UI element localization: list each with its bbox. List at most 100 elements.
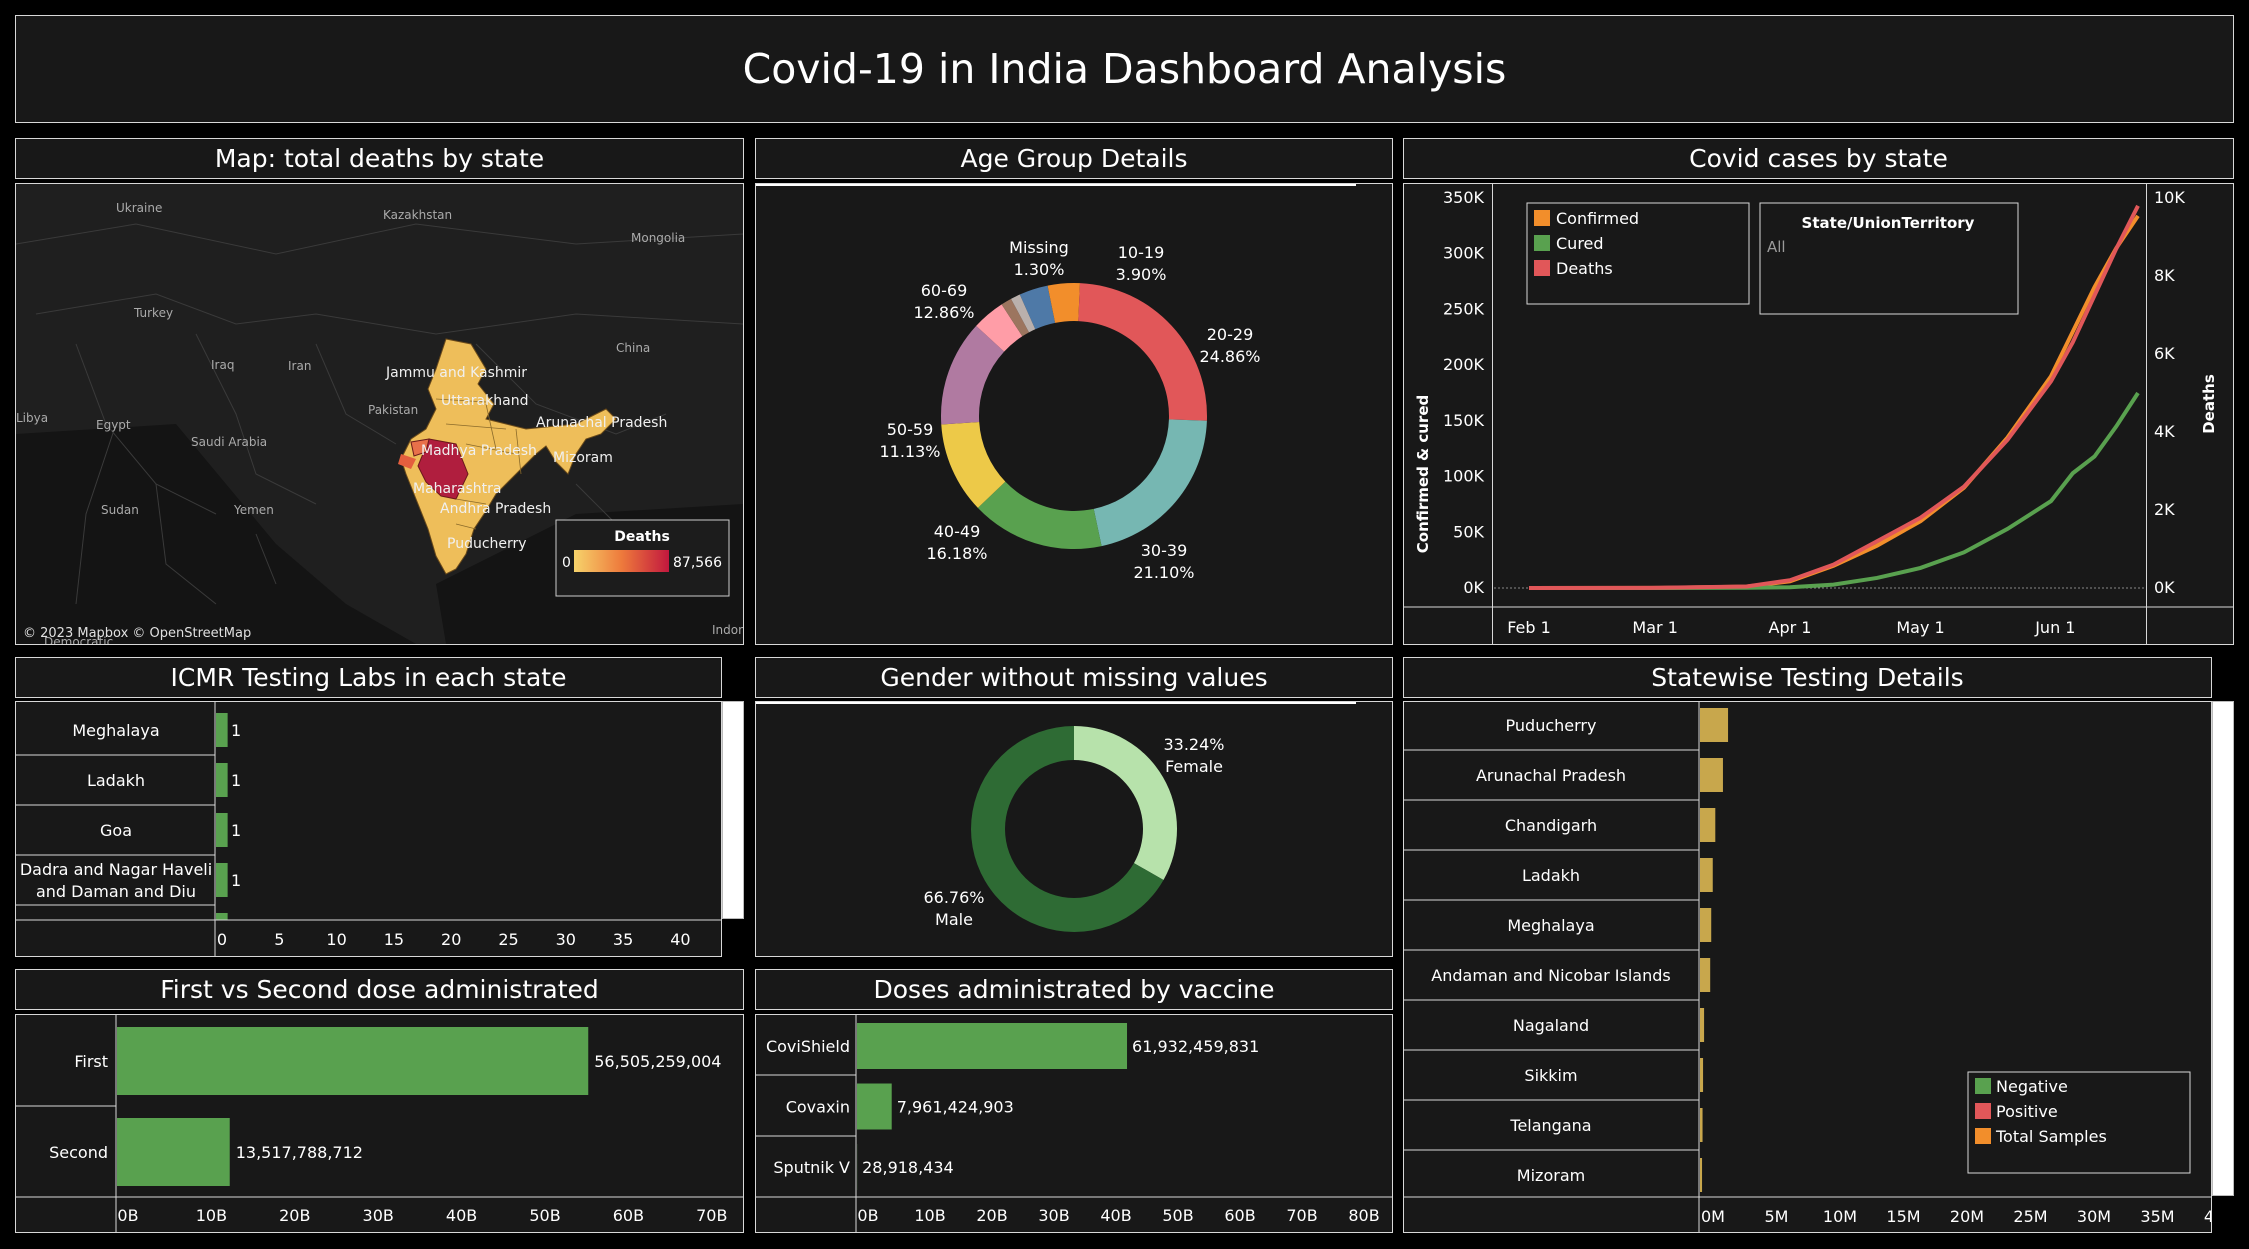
labs-title: ICMR Testing Labs in each state	[170, 663, 567, 692]
cases-y2-tick: 4K	[2154, 422, 2175, 441]
cases-line-chart[interactable]: 0K 50K 100K 150K 200K 250K 300K 350K 0K 2K 4K 6K 8K…	[1404, 184, 2233, 644]
map-title-box	[15, 138, 744, 179]
age-slice-30-39[interactable]	[1093, 419, 1207, 547]
age-title: Age Group Details	[960, 144, 1188, 173]
bar[interactable]	[1700, 1058, 1704, 1092]
cases-title: Covid cases by state	[1689, 144, 1948, 173]
x-tick: 20M	[1950, 1207, 1984, 1226]
deaths-color-ramp	[574, 550, 669, 572]
age-slice-Missing[interactable]	[1001, 298, 1029, 337]
x-tick: 30B	[1038, 1206, 1069, 1225]
legend-total-samples: Total Samples	[1995, 1127, 2107, 1146]
bar-value-label: 1	[231, 721, 241, 740]
map-panel[interactable]: Ukraine Kazakhstan Mongolia Turkey Iraq …	[15, 183, 744, 645]
gender-title: Gender without missing values	[880, 663, 1268, 692]
age-slice-60-69[interactable]	[941, 325, 1005, 425]
labs-bar-chart[interactable]: Meghalaya 1 Ladakh 1 Goa 1 Dadra and Nagar Hav…	[16, 702, 721, 956]
row-label: Puducherry	[1506, 716, 1597, 735]
age-label-pct: 12.86%	[913, 303, 974, 322]
x-tick: 40M	[2204, 1207, 2211, 1226]
country-label: Ukraine	[116, 201, 162, 215]
bar[interactable]	[117, 1027, 589, 1095]
x-tick: 30B	[363, 1206, 394, 1225]
labs-x-ticks: 0 5 10 15 20 25 30 35 40	[217, 930, 691, 949]
bar[interactable]	[216, 813, 228, 847]
age-panel: Missing 1.30% 10-19 3.90% 20-29 24.86% 3…	[755, 183, 1393, 645]
vaccine-title: Doses administrated by vaccine	[873, 975, 1275, 1004]
country-label: China	[616, 341, 650, 355]
testing-bar-chart[interactable]: Puducherry Arunachal Pradesh Chandigarh Lad…	[1404, 702, 2238, 1232]
gender-donut-chart[interactable]: 33.24% Female 66.76% Male	[756, 702, 1392, 956]
bar[interactable]	[1700, 908, 1712, 942]
bar-value-label: 1	[231, 871, 241, 890]
state-label: Puducherry	[447, 536, 527, 552]
age-slice->=80[interactable]	[1010, 294, 1036, 333]
cases-y-tick: 0K	[1463, 578, 1484, 597]
series-line-confirmed[interactable]	[1528, 214, 2140, 590]
bar[interactable]	[216, 713, 228, 747]
country-label: Iran	[288, 359, 311, 373]
bar[interactable]	[1700, 758, 1723, 792]
bar[interactable]	[1700, 708, 1729, 742]
female-label: Female	[1165, 757, 1223, 776]
map-legend-title: Deaths	[614, 529, 670, 545]
cases-legend[interactable]: Confirmed Cured Deaths	[1526, 202, 1750, 305]
bar[interactable]	[857, 1023, 1128, 1069]
labs-scrollbar[interactable]	[722, 701, 744, 919]
cases-x-tick: Feb 1	[1507, 618, 1551, 637]
testing-scrollbar[interactable]	[2212, 701, 2234, 1196]
bar[interactable]	[1700, 858, 1713, 892]
cases-plot-right-border	[2146, 184, 2147, 644]
testing-panel: Puducherry Arunachal Pradesh Chandigarh Lad…	[1403, 701, 2238, 1233]
bar[interactable]	[857, 1083, 892, 1130]
labs-panel: Meghalaya 1 Ladakh 1 Goa 1 Dadra and Nagar Hav…	[15, 701, 722, 957]
gender-slice-female[interactable]	[1074, 726, 1177, 880]
map-canvas[interactable]: Ukraine Kazakhstan Mongolia Turkey Iraq …	[16, 184, 743, 644]
bar[interactable]	[117, 1118, 230, 1186]
testing-legend[interactable]: Negative Positive Total Samples	[1967, 1071, 2191, 1174]
vaccine-x-ticks: 0B 10B 20B 30B 40B 50B 60B 70B 80B	[857, 1206, 1379, 1225]
bar[interactable]	[1700, 808, 1716, 842]
age-slice-50-59[interactable]	[941, 422, 1006, 508]
state-filter[interactable]: State/UnionTerritory All	[1759, 202, 2019, 315]
cases-y-ticks: 0K 50K 100K 150K 200K 250K 300K 350K	[1443, 188, 2144, 597]
country-label: Democratic	[44, 635, 113, 644]
bar-value-label: 7,961,424,903	[897, 1098, 1014, 1117]
legend-swatch-deaths	[1534, 260, 1550, 276]
age-slice-70-79[interactable]	[976, 304, 1023, 352]
map-attribution[interactable]: © 2023 Mapbox © OpenStreetMap	[23, 626, 251, 641]
cases-x-ticks: Feb 1 Mar 1 Apr 1 May 1 Jun 1	[1507, 618, 2075, 637]
age-slice-20-29[interactable]	[1078, 283, 1207, 421]
row-label: and Daman and Diu	[36, 882, 196, 901]
age-slice-10-19[interactable]	[1047, 283, 1080, 323]
x-tick: 0M	[1701, 1207, 1725, 1226]
age-label-name: 50-59	[887, 420, 934, 439]
bar[interactable]	[1700, 958, 1711, 992]
country-label: Pakistan	[368, 403, 418, 417]
testing-title-box	[1403, 657, 2212, 698]
cases-y-tick: 200K	[1443, 355, 1485, 374]
series-line-deaths[interactable]	[1528, 204, 2140, 590]
country-label: Libya	[16, 411, 48, 425]
x-tick: 0B	[857, 1206, 878, 1225]
vaccine-bar-chart[interactable]: CoviShield 61,932,459,831 Covaxin 7,961,424…	[756, 1015, 1392, 1232]
bar[interactable]	[216, 863, 228, 897]
state-filter-value[interactable]: All	[1767, 238, 1786, 256]
state-labels: Jammu and Kashmir Uttarakhand Arunachal …	[385, 365, 667, 552]
bar[interactable]	[216, 763, 228, 797]
bar[interactable]	[1700, 1008, 1705, 1042]
country-label: Iraq	[211, 358, 234, 372]
country-label: Yemen	[233, 503, 274, 517]
cases-y2-tick: 6K	[2154, 344, 2175, 363]
age-slice-0-9[interactable]	[1019, 285, 1056, 330]
age-donut-chart[interactable]: Missing 1.30% 10-19 3.90% 20-29 24.86% 3…	[756, 184, 1392, 644]
bar[interactable]	[1700, 1158, 1703, 1192]
age-slice-40-49[interactable]	[977, 481, 1102, 549]
x-tick: 40B	[446, 1206, 477, 1225]
x-tick: 70B	[696, 1206, 727, 1225]
bar[interactable]	[1700, 1108, 1703, 1142]
gender-slice-male[interactable]	[971, 726, 1164, 932]
series-line-cured[interactable]	[1528, 391, 2140, 590]
india-map[interactable]	[398, 338, 617, 575]
